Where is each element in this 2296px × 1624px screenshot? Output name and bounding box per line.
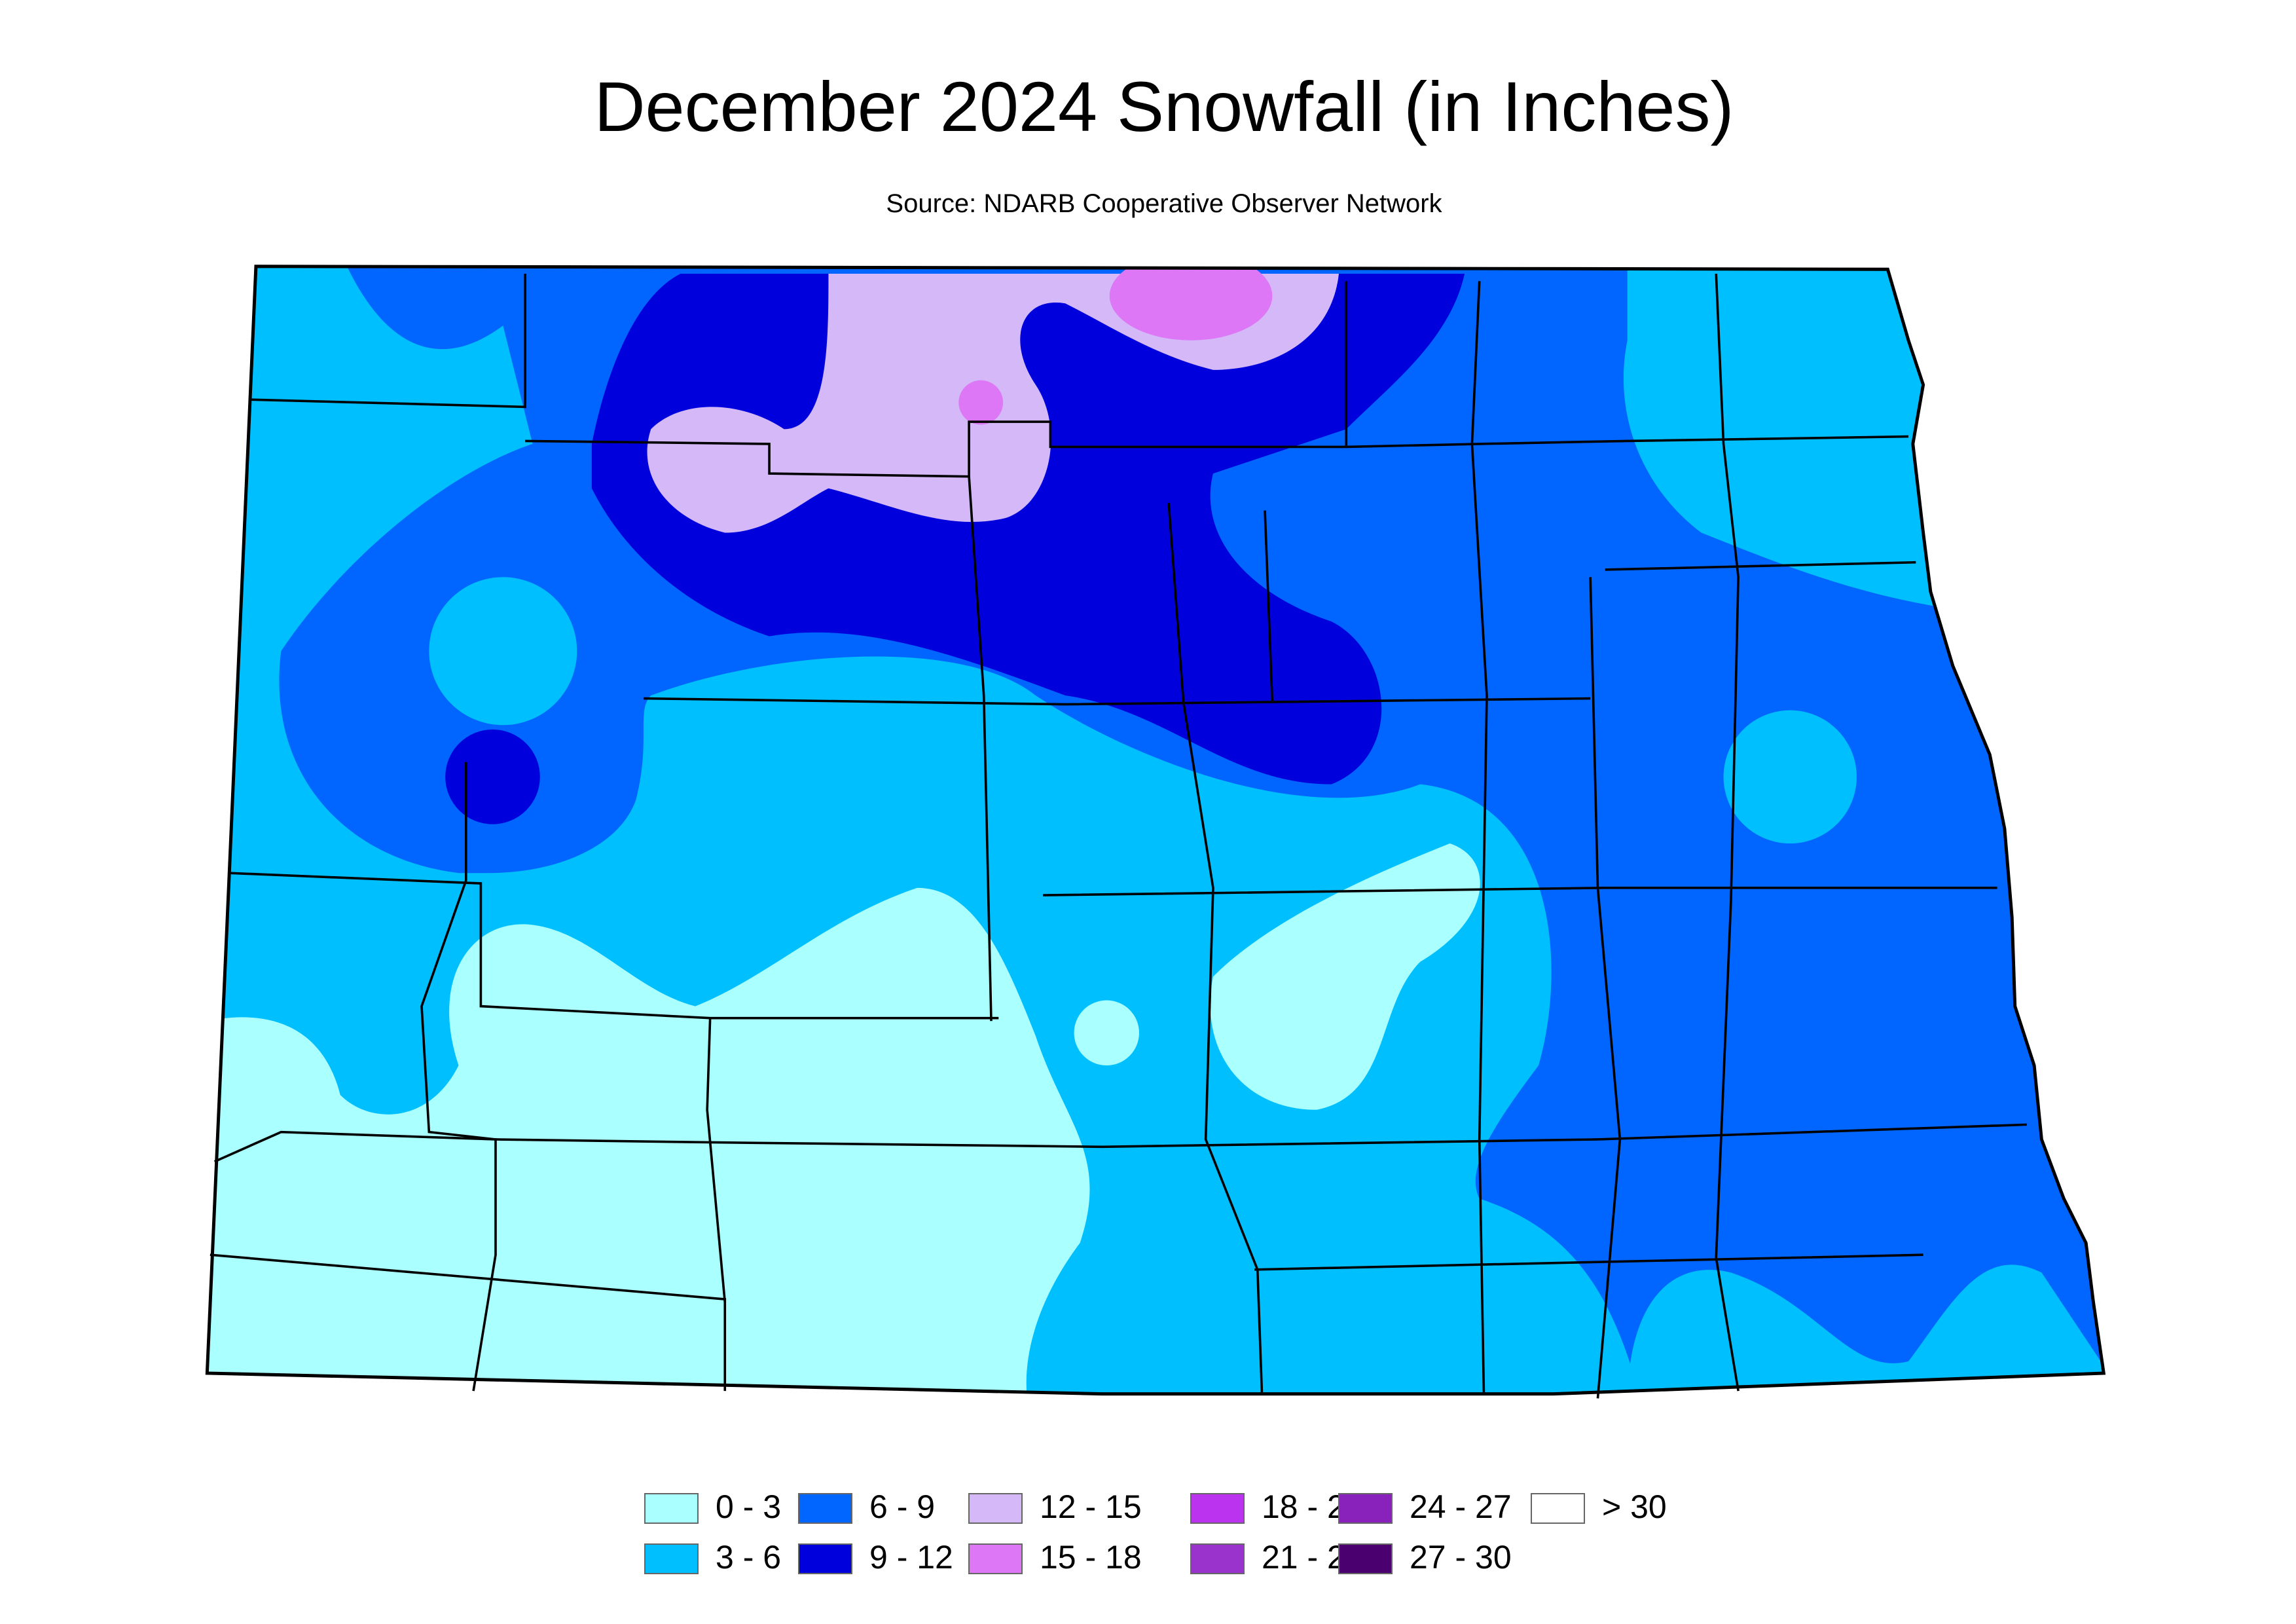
legend-swatch (1338, 1543, 1393, 1574)
legend-label: 12 - 15 (1040, 1488, 1142, 1525)
area (1109, 266, 1273, 341)
area (1723, 710, 1857, 844)
legend-swatch (1338, 1493, 1393, 1524)
legend-swatch (1190, 1543, 1245, 1574)
legend-label: 27 - 30 (1410, 1539, 1512, 1576)
area (1623, 266, 1939, 607)
legend-label: 0 - 3 (716, 1488, 781, 1525)
area (1074, 1000, 1139, 1065)
legend-label: 15 - 18 (1040, 1539, 1142, 1576)
legend-label: 6 - 9 (869, 1488, 935, 1525)
legend-label: 9 - 12 (869, 1539, 953, 1576)
state-outline (205, 265, 2106, 1396)
legend-swatch (644, 1493, 699, 1524)
map (205, 265, 2106, 1399)
legend-swatch (798, 1543, 852, 1574)
legend-label: 24 - 27 (1410, 1488, 1512, 1525)
snowfall-areas (207, 266, 2104, 1394)
legend-swatch (968, 1493, 1023, 1524)
legend-swatch (968, 1543, 1023, 1574)
area (1627, 1264, 2104, 1394)
legend-label: 3 - 6 (716, 1539, 781, 1576)
legend-label: > 30 (1602, 1488, 1667, 1525)
area (429, 577, 577, 726)
legend-swatch (644, 1543, 699, 1574)
legend-swatch (798, 1493, 852, 1524)
map-subtitle: Source: NDARB Cooperative Observer Netwo… (886, 189, 1442, 218)
area (1210, 843, 1480, 1110)
area (591, 274, 1465, 784)
legend-swatch (1531, 1493, 1585, 1524)
area (207, 266, 533, 888)
county-lines (210, 273, 2027, 1399)
legend-swatch (1190, 1493, 1245, 1524)
map-title: December 2024 Snowfall (in Inches) (594, 67, 1734, 146)
area (445, 729, 540, 824)
area (958, 380, 1004, 425)
